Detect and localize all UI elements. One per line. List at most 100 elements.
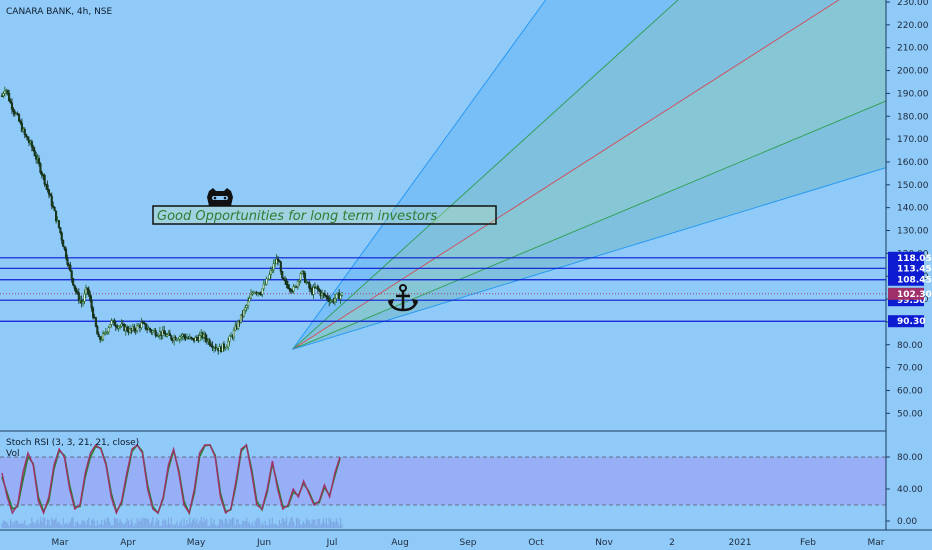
volume-bar [304, 523, 306, 528]
volume-bar [183, 518, 185, 528]
volume-bar [128, 520, 130, 528]
level-label: 99.50 [897, 296, 925, 306]
volume-bar [39, 517, 42, 528]
volume-bar [327, 524, 329, 528]
volume-bar [136, 518, 138, 528]
volume-bar [266, 525, 268, 528]
candle-body [258, 292, 261, 295]
candle-body [222, 343, 225, 349]
price-tick-label: 140.00 [897, 204, 929, 214]
volume-bar [270, 523, 272, 528]
candle-body [107, 327, 110, 333]
candle-body [60, 232, 63, 241]
level-label: 113.45 [897, 264, 932, 274]
price-tick-label: 130.00 [897, 227, 929, 237]
volume-bar [341, 523, 343, 528]
volume-bar [132, 522, 134, 528]
volume-bar [89, 525, 91, 528]
candle-body [194, 337, 197, 342]
volume-bar [79, 524, 81, 528]
volume-bar [302, 521, 305, 528]
volume-bar [206, 518, 208, 528]
volume-bar [105, 521, 107, 528]
volume-bar [38, 523, 40, 528]
volume-bar [149, 523, 151, 528]
time-axis[interactable]: Mar Apr May Jun Jul Aug Sep Oct Nov 2 2021 Feb Mar [52, 538, 885, 548]
candle-body [140, 322, 143, 328]
candle-body [148, 327, 151, 331]
volume-bar [196, 518, 198, 528]
candle-body [318, 288, 321, 292]
candle-body [316, 285, 319, 290]
volume-bar [204, 520, 207, 528]
candle-body [211, 345, 214, 349]
time-tick-label: Feb [800, 538, 816, 548]
volume-bar [258, 518, 261, 528]
volume-bar [113, 517, 115, 528]
horizontal-levels [0, 257, 886, 322]
level-badge [888, 315, 924, 328]
volume-bar [88, 517, 90, 528]
candle-body [163, 330, 166, 335]
stoch-tick-label: 0.00 [897, 517, 917, 527]
volume-bar [314, 519, 316, 528]
volume-bar [182, 525, 184, 528]
stoch-tick-label: 80.00 [897, 453, 923, 463]
volume-bar [120, 521, 123, 528]
candle-body [259, 293, 262, 296]
volume-bar [91, 520, 93, 528]
candle-body [284, 279, 287, 282]
volume-bar [137, 521, 140, 528]
volume-bar [294, 525, 296, 528]
candle-body [269, 269, 272, 275]
volume-bar [224, 518, 226, 528]
candle-body [302, 270, 305, 274]
volume-bar [214, 525, 216, 528]
fan-ray [292, 167, 886, 350]
volume-bar [280, 523, 282, 528]
candle-body [72, 278, 75, 286]
volume-bar [226, 519, 228, 528]
price-tick-label: 160.00 [897, 158, 929, 168]
candle-body [20, 122, 23, 132]
volume-bar [186, 519, 188, 528]
volume-bar [8, 525, 10, 528]
volume-bar [73, 525, 76, 528]
volume-bar [227, 523, 229, 528]
candle-body [239, 314, 243, 323]
candle-body [113, 319, 116, 326]
volume-bar [209, 525, 211, 528]
candle-body [25, 134, 28, 137]
volume-bar [268, 518, 271, 528]
volume-bar [146, 518, 148, 528]
volume-bar [203, 517, 205, 528]
chart-title: CANARA BANK, 4h, NSE [6, 7, 113, 17]
volume-bar [54, 519, 56, 528]
candle-body [55, 210, 58, 222]
time-tick-label: Mar [868, 538, 885, 548]
candle-body [9, 100, 12, 104]
candle-body [49, 193, 52, 197]
volume-bar [83, 521, 86, 528]
candle-body [86, 287, 89, 290]
volume-bar [9, 519, 12, 528]
candle-body [46, 184, 49, 190]
volume-bar [192, 519, 194, 528]
candle-body [281, 271, 284, 279]
candle-body [326, 295, 329, 300]
volume-bar [92, 518, 94, 528]
volume-bar [71, 517, 73, 528]
volume-bar [271, 517, 273, 528]
candle-body [309, 287, 312, 290]
volume-bar [61, 525, 63, 528]
price-tick-label: 180.00 [897, 112, 929, 122]
volume-bar [169, 523, 171, 528]
volume-bar [337, 521, 339, 528]
volume-bar [300, 524, 302, 528]
volume-bar [275, 524, 278, 528]
annotation-box[interactable]: Good Opportunities for long term investo… [152, 205, 497, 225]
volume-bar [201, 522, 204, 528]
candle-body [282, 277, 285, 281]
